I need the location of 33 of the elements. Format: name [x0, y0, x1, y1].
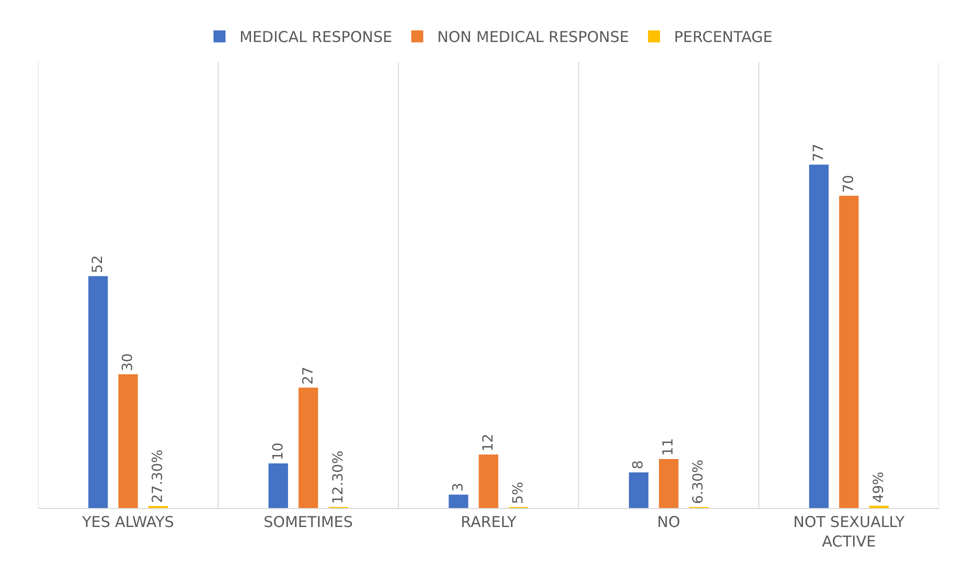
bar [88, 276, 108, 508]
bar [448, 494, 468, 508]
bar [839, 196, 859, 508]
data-label: 27 [300, 366, 316, 385]
data-label: 70 [840, 174, 857, 193]
data-label: 3 [450, 482, 466, 492]
data-label: 10 [270, 442, 286, 460]
bar [478, 454, 498, 508]
data-label: 77 [810, 144, 827, 162]
data-label: 5% [510, 482, 527, 504]
bar [658, 458, 678, 508]
x-tick-label: SOMETIMES [264, 513, 353, 531]
bar [268, 463, 288, 508]
data-label: 11 [660, 438, 677, 456]
data-label: 49% [870, 472, 887, 503]
bar [298, 388, 318, 508]
legend-label: NON MEDICAL RESPONSE [437, 28, 630, 46]
data-label: 6.30% [690, 460, 707, 504]
bar [118, 374, 138, 508]
legend-label: PERCENTAGE [674, 28, 772, 46]
data-label: 8 [630, 460, 647, 470]
x-tick-label: NOT SEXUALLY ACTIVE [793, 513, 906, 550]
data-label: 52 [90, 255, 106, 274]
x-tick-label: YES ALWAYS [81, 513, 174, 531]
data-label: 12.30% [330, 450, 346, 504]
x-tick-label: RARELY [460, 513, 518, 531]
legend-label: MEDICAL RESPONSE [240, 28, 392, 46]
data-label: 12 [480, 434, 496, 452]
data-label: 27.30% [150, 450, 166, 503]
bar [809, 164, 829, 508]
x-tick-label: NO [657, 513, 680, 531]
data-label: 30 [120, 353, 136, 372]
bar [628, 472, 648, 508]
